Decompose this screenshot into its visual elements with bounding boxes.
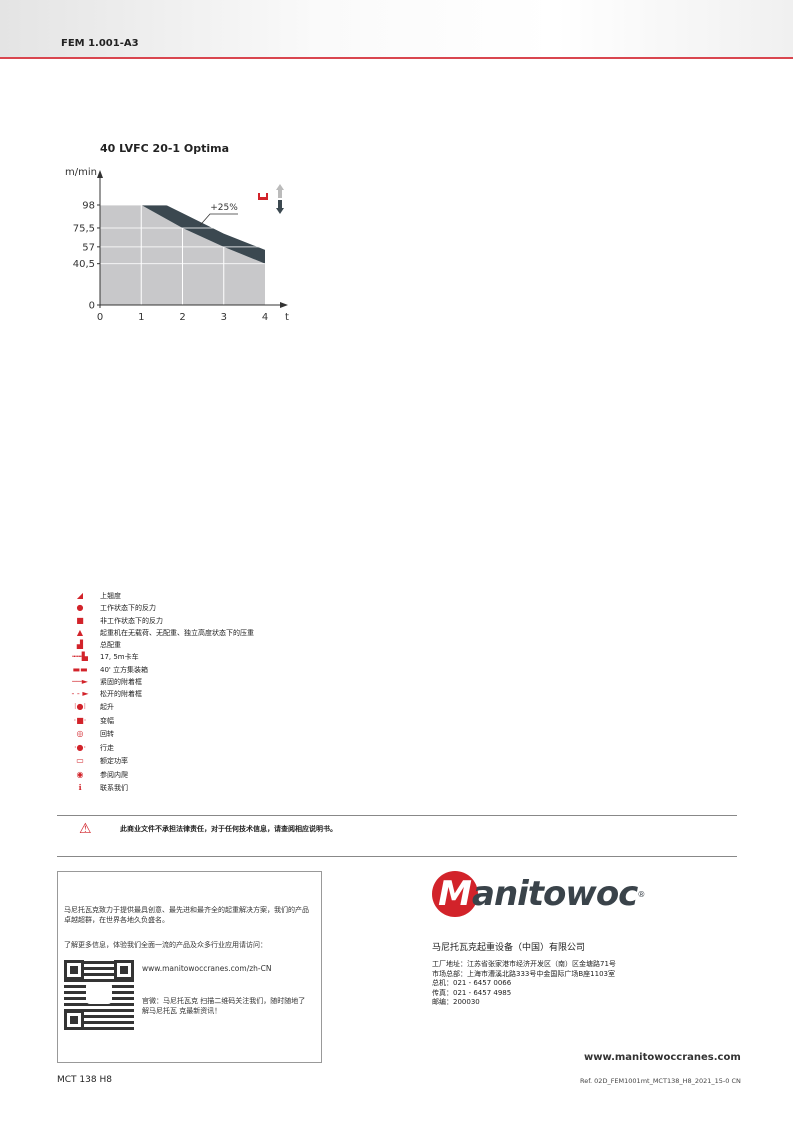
x-axis-label: t (285, 312, 289, 323)
legend-item: ┅┅▙ 17, 5m卡车 (60, 651, 254, 663)
x-tick-label: 0 (97, 312, 103, 323)
legend-item: ◎ 回转 (60, 728, 254, 742)
info-box: 马尼托瓦克致力于提供最具创意、最先进和最齐全的起重解决方案，我们的产品卓越超群，… (57, 871, 322, 1063)
reference-code: Ref. 02D_FEM1001mt_MCT138_H8_2021_15-0 C… (580, 1077, 741, 1085)
address-block: 工厂地址：江苏省张家港市经济开发区（南）区金塘路71号 市场总部：上海市漕溪北路… (432, 960, 616, 1008)
boost-band-area (141, 205, 265, 264)
legend-label: 17, 5m卡车 (100, 653, 139, 662)
legend-label: 参阅内爬 (100, 770, 128, 779)
address-line: 市场总部：上海市漕溪北路333号中金国际广场B座1103室 (432, 969, 615, 978)
legend-label: 紧固的附着框 (100, 678, 142, 687)
model-name: MCT 138 H8 (57, 1075, 112, 1085)
y-tick-label: 57 (82, 242, 95, 253)
legend-item: - - ► 松开的附着框 (60, 688, 254, 700)
legend-item: ──► 紧固的附着框 (60, 676, 254, 688)
website-link[interactable]: www.manitowoccranes.com/zh-CN (142, 964, 272, 973)
hoist-up-arrow-icon (276, 184, 284, 198)
dome-icon: ▲ (76, 627, 84, 637)
company-name: 马尼托瓦克起重设备（中国）有限公司 (432, 943, 586, 953)
speed-chart: 0 40,5 57 75,5 98 0 1 2 3 4 m/min t +25% (65, 167, 289, 323)
legend-label: 起重机在无载荷、无配重、独立高度状态下的压重 (100, 628, 254, 637)
address-line: 传真：021 - 6457 4985 (432, 988, 512, 997)
header: FEM 1.001-A3 (0, 0, 793, 59)
y-tick-label: 40,5 (73, 259, 95, 270)
chart-title: 40 LVFC 20-1 Optima (100, 142, 230, 155)
legend-item: ◉ 参阅内爬 (60, 768, 254, 782)
legend-label: 行走 (100, 743, 114, 752)
standard-code: FEM 1.001-A3 (61, 38, 139, 49)
legend-label: 回转 (100, 730, 114, 739)
truck-icon: ┅┅▙ (72, 652, 88, 662)
legend-label: 工作状态下的反力 (100, 604, 156, 613)
hoist-down-arrow-icon (276, 200, 284, 214)
legend-label: 起升 (100, 703, 114, 712)
legend-label: 松开的附着框 (100, 690, 142, 699)
arrow-dashed-icon: - - ► (71, 689, 89, 699)
slope-icon: ◢ (76, 591, 84, 600)
legend-label: 总配重 (100, 641, 121, 650)
address-line: 总机：021 - 6457 0066 (432, 979, 512, 988)
legend-item: ▲ 起重机在无载荷、无配重、独立高度状态下的压重 (60, 627, 254, 639)
legend-item: ·■· 变幅 (60, 714, 254, 728)
x-tick-label: 4 (262, 312, 268, 323)
legend-item: ▬▬ 40' 立方集装箱 (60, 664, 254, 676)
y-axis-arrow (97, 170, 103, 178)
counterweight-icon: ▟ (76, 640, 84, 650)
info-icon: ℹ (78, 783, 82, 793)
footer-website[interactable]: www.manitowoccranes.com (584, 1052, 741, 1063)
hook-block-icon (258, 193, 268, 200)
legend-item: ◢ 上翘度 (60, 590, 254, 602)
visit-text: 了解更多信息，体验我们全面一流的产品及众多行业应用请访问： (64, 941, 267, 949)
legend-item: ■ 非工作状态下的反力 (60, 615, 254, 627)
travel-icon: ·●· (73, 742, 87, 752)
intro-text: 马尼托瓦克致力于提供最具创意、最先进和最齐全的起重解决方案，我们的产品卓越超群，… (64, 906, 309, 924)
x-tick-label: 2 (179, 312, 185, 323)
legend-label: 非工作状态下的反力 (100, 616, 163, 625)
disclaimer: ⚠ 此商业文件不承担法律责任，对于任何技术信息，请查阅相应说明书。 (57, 815, 737, 857)
x-tick-label: 3 (221, 312, 227, 323)
wechat-text: 官微：马尼托瓦克 扫描二维码关注我们，随时随地了解马尼托瓦 克最新资讯！ (142, 997, 306, 1015)
y-tick-label: 75,5 (73, 223, 95, 234)
arrow-solid-icon: ──► (72, 677, 88, 687)
x-axis-arrow (280, 302, 288, 308)
hoist-icon: ⁝●⁝ (73, 702, 87, 712)
eye-icon: ◉ (76, 769, 84, 779)
legend-item: ·●· 行走 (60, 741, 254, 755)
legend-label: 额定功率 (100, 757, 128, 766)
legend-label: 40' 立方集装箱 (100, 665, 149, 674)
disclaimer-text: 此商业文件不承担法律责任，对于任何技术信息，请查阅相应说明书。 (120, 825, 337, 833)
legend-label: 变幅 (100, 716, 114, 725)
legend-item: ⁝●⁝ 起升 (60, 701, 254, 715)
x-tick-label: 1 (138, 312, 144, 323)
y-axis-label: m/min (65, 167, 97, 178)
legend: ◢ 上翘度 ● 工作状态下的反力 ■ 非工作状态下的反力 ▲ 起重机在无载荷、无配重、独立高度… (60, 590, 254, 795)
square-icon: ■ (76, 615, 84, 625)
y-tick-label: 0 (89, 301, 95, 312)
address-line: 邮编：200030 (432, 998, 480, 1007)
legend-item: ● 工作状态下的反力 (60, 602, 254, 614)
address-line: 工厂地址：江苏省张家港市经济开发区（南）区金塘路71号 (432, 960, 616, 968)
qr-code (64, 960, 134, 1030)
circle-icon: ● (76, 603, 84, 613)
annotation-label: +25% (210, 203, 238, 213)
container-icon: ▬▬ (72, 664, 88, 674)
legend-label: 上翘度 (100, 592, 121, 600)
legend-label: 联系我们 (100, 784, 128, 793)
warning-icon: ⚠ (79, 821, 92, 837)
legend-item: ▟ 总配重 (60, 639, 254, 651)
y-tick-label: 98 (82, 201, 95, 212)
power-icon: ▭ (76, 756, 84, 766)
trolley-icon: ·■· (73, 715, 87, 725)
legend-item: ℹ 联系我们 (60, 782, 254, 796)
slewing-icon: ◎ (76, 729, 84, 739)
legend-item: ▭ 额定功率 (60, 755, 254, 769)
annotation-leader (199, 213, 238, 226)
